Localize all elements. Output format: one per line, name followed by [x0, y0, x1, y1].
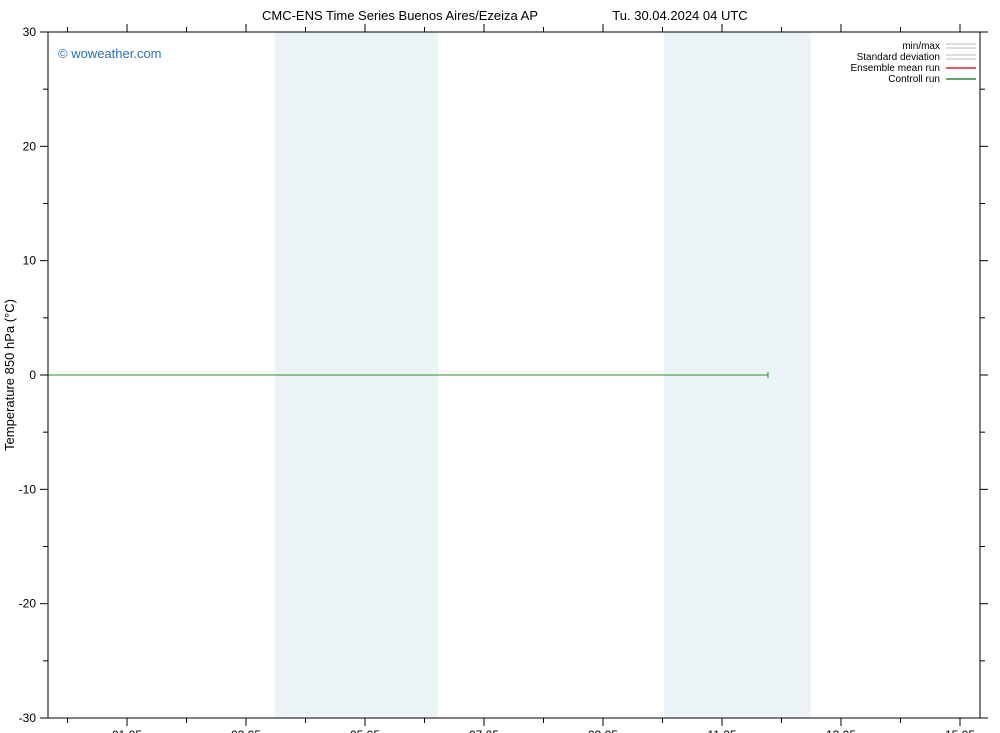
- y-tick-label: 30: [23, 25, 37, 39]
- timeseries-chart: -30 -20 -10 0 10 20 30 01.05 03.05 05.05 07.05 09.0…: [0, 0, 1000, 733]
- y-tick-label: 20: [23, 139, 37, 153]
- x-tick-label: 11.05: [707, 728, 736, 733]
- legend-label: Standard deviation: [857, 52, 940, 63]
- x-tick-label: 15.05: [945, 728, 975, 733]
- x-tick-label: 09.05: [588, 728, 618, 733]
- chart-title-date: Tu. 30.04.2024 04 UTC: [612, 8, 747, 23]
- legend-label: Ensemble mean run: [851, 63, 941, 74]
- y-tick-label: 0: [29, 368, 36, 382]
- legend-label: min/max: [902, 41, 940, 52]
- watermark-text: © woweather.com: [58, 46, 162, 61]
- y-tick-label: -30: [19, 711, 37, 725]
- y-tick-label: -20: [19, 597, 37, 611]
- x-tick-label: 03.05: [231, 728, 261, 733]
- chart-container: -30 -20 -10 0 10 20 30 01.05 03.05 05.05 07.05 09.0…: [0, 0, 1000, 733]
- y-tick-label: 10: [23, 254, 37, 268]
- x-tick-label: 07.05: [469, 728, 499, 733]
- x-tick-label: 05.05: [350, 728, 380, 733]
- x-tick-label: 13.05: [826, 728, 856, 733]
- chart-title-main: CMC-ENS Time Series Buenos Aires/Ezeiza …: [262, 8, 538, 23]
- y-axis-label: Temperature 850 hPa (°C): [2, 299, 17, 451]
- y-tick-label: -10: [19, 482, 37, 496]
- legend-label: Controll run: [888, 74, 940, 85]
- x-tick-label: 01.05: [112, 728, 142, 733]
